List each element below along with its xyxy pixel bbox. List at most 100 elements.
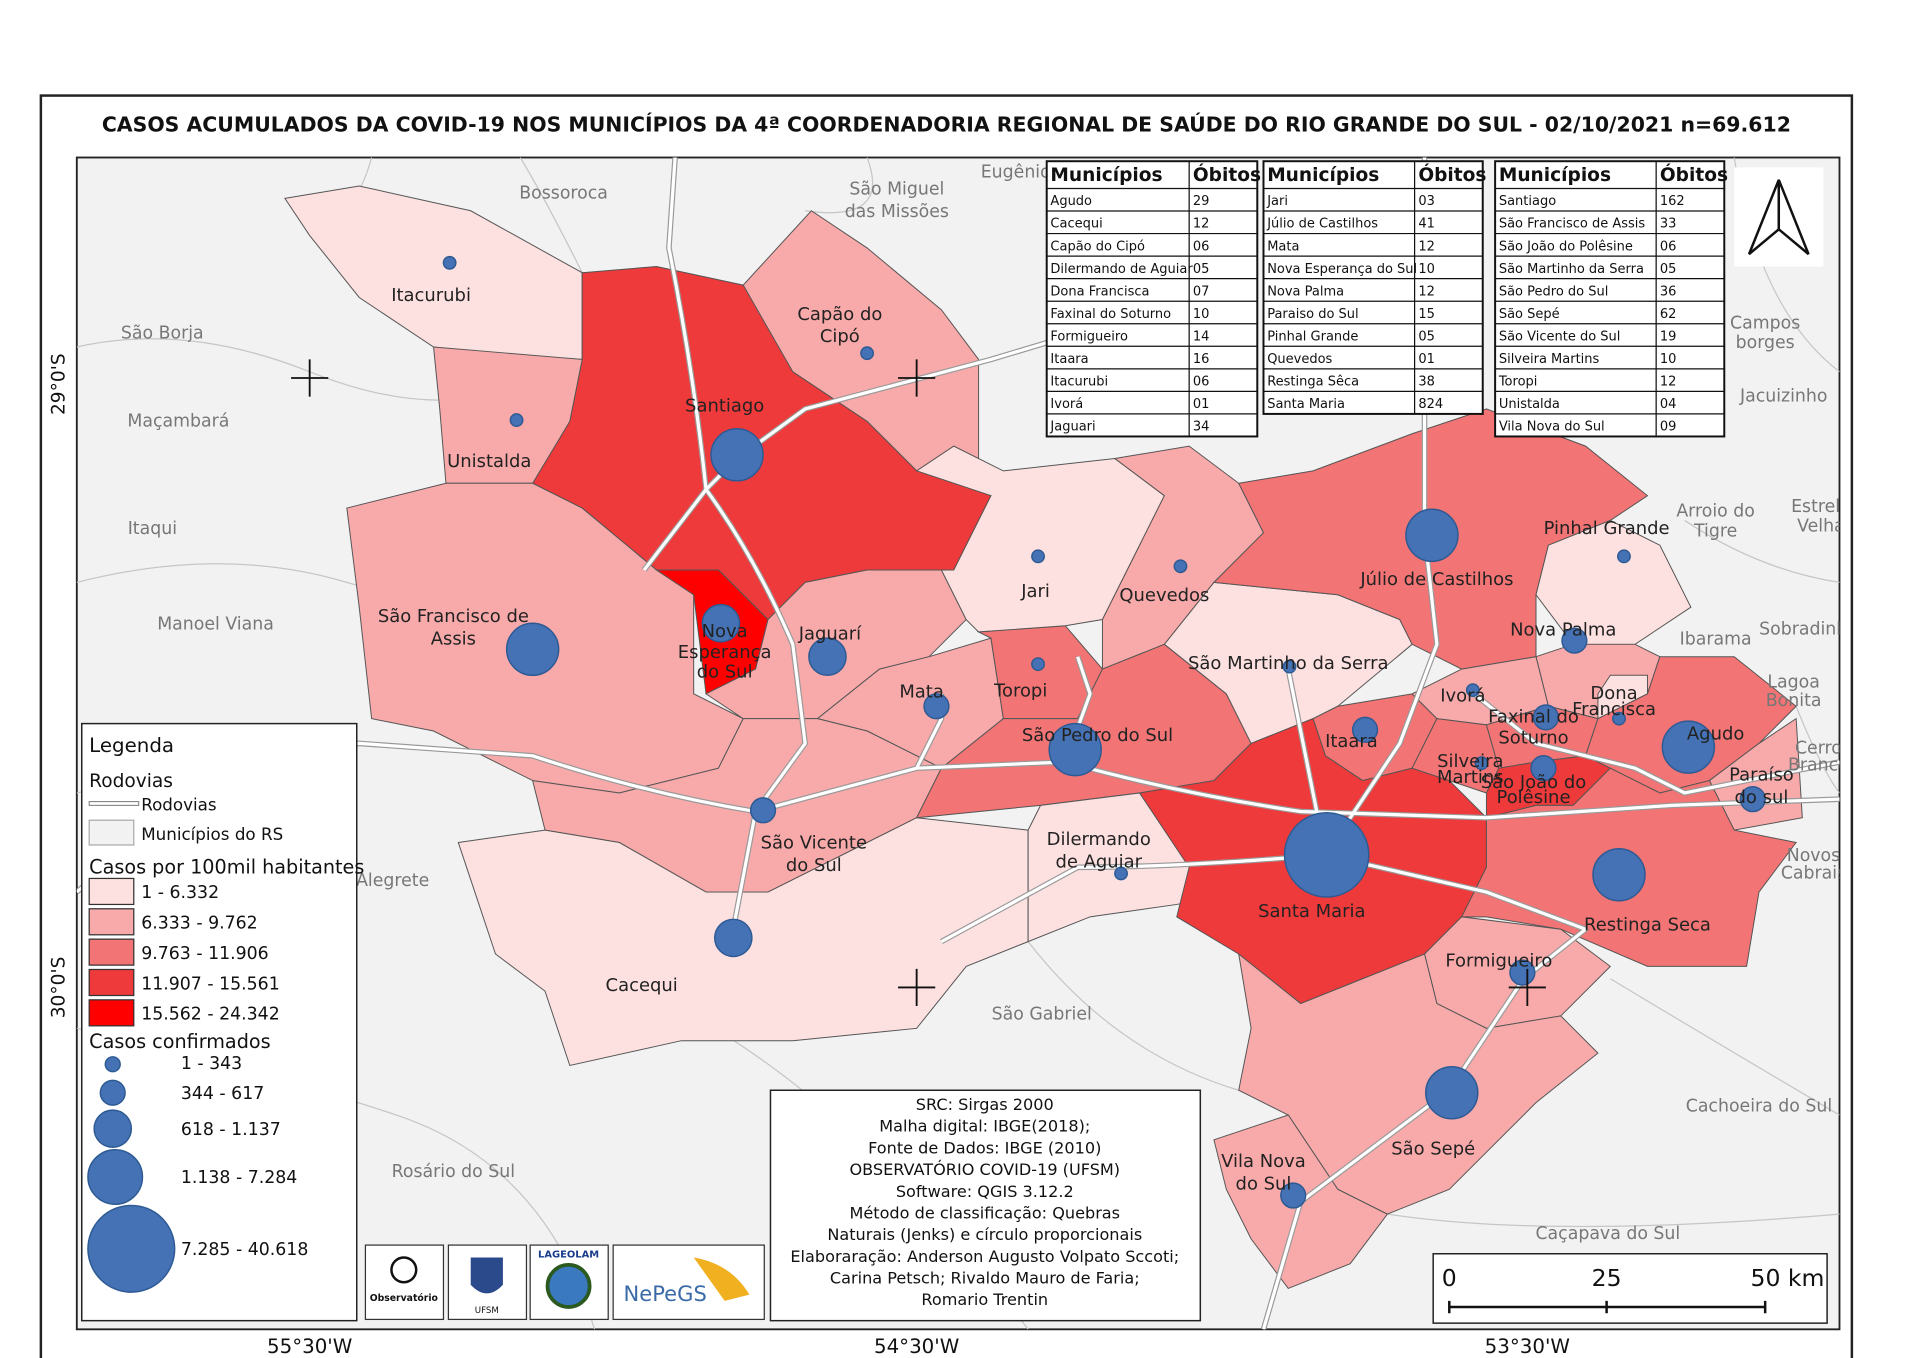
municipality-label-ne3: do Sul	[697, 662, 753, 683]
municipality-label-cacequi: Cacequi	[606, 975, 678, 996]
neighbor-label-smm1: São Miguel	[849, 180, 944, 200]
municipality-label-svs2: do Sul	[786, 855, 842, 876]
case-bubble	[749, 797, 777, 824]
table-row: São Martinho da Serra 05	[1499, 262, 1677, 277]
deaths-tables: Municípios Óbitos Agudo 29 Cacequi 12 Capão do…	[1045, 160, 1728, 438]
table-cell-municipio: Restinga Sêca	[1267, 375, 1359, 390]
municipality-label-sps: São Pedro do Sul	[1022, 725, 1173, 746]
neighbor-label-estrela2: Velha	[1797, 517, 1845, 537]
table-row: Dilermando de Aguiar 05	[1050, 262, 1209, 277]
municipality-label-df2: Francisca	[1572, 699, 1656, 720]
municipality-label-sms: São Martinho da Serra	[1188, 653, 1388, 674]
municipality-label-sfa1: São Francisco de	[378, 606, 529, 627]
municipality-label-form: Formigueiro	[1445, 950, 1552, 971]
table-row: São Pedro do Sul 36	[1499, 284, 1677, 299]
neighbor-label-cerro1: Cerro	[1795, 738, 1842, 758]
table-cell-obitos: 06	[1193, 375, 1210, 390]
table-cell-municipio: Ivorá	[1050, 397, 1083, 412]
case-bubble	[1465, 683, 1480, 698]
neighbor-label-arroio2: Tigre	[1693, 522, 1737, 542]
municipality-label-ps2: do sul	[1735, 787, 1789, 808]
table-cell-obitos: 07	[1193, 284, 1210, 299]
municipality-pinhal-grande[interactable]	[1535, 519, 1692, 645]
legend-cases-heading: Casos confirmados	[89, 1030, 270, 1053]
table-row: Unistalda 04	[1499, 397, 1677, 412]
legend-bubble-class-2	[99, 1079, 126, 1106]
municipality-label-sil1: Silveira	[1437, 751, 1503, 772]
credit-line: Romario Trentin	[921, 1290, 1048, 1309]
table-row: Quevedos 01	[1267, 352, 1435, 367]
neighbor-label-smm2: das Missões	[845, 202, 949, 222]
municipality-label-sfa2: Assis	[431, 628, 476, 649]
table-cell-municipio: Jaguari	[1049, 420, 1095, 435]
table-cell-obitos: 15	[1418, 307, 1435, 322]
case-bubble	[1592, 847, 1646, 902]
table-cell-municipio: Santiago	[1499, 194, 1556, 209]
table-row: Jari 03	[1266, 194, 1435, 209]
table-cell-obitos: 05	[1418, 329, 1435, 344]
table-cell-municipio: Paraiso do Sul	[1267, 307, 1358, 322]
credit-line: Software: QGIS 3.12.2	[896, 1182, 1074, 1201]
table-cell-obitos: 34	[1193, 420, 1210, 435]
municipality-jari[interactable]	[915, 445, 1166, 633]
municipality-label-rs: Restinga Seca	[1584, 914, 1711, 935]
table-cell-obitos: 824	[1418, 397, 1443, 412]
table-cell-obitos: 12	[1418, 239, 1435, 254]
deaths-table-3: Municípios Óbitos Santiago 162 São Francisco…	[1494, 160, 1728, 438]
table-cell-municipio: São João do Polêsine	[1499, 239, 1633, 254]
virus-logo-icon	[390, 1256, 418, 1284]
table-cell-municipio: Itaara	[1050, 352, 1088, 367]
credit-line: Método de classificação: Quebras	[849, 1203, 1120, 1222]
table-cell-municipio: Cacequi	[1050, 217, 1102, 232]
legend-cases-label: 618 - 1.137	[181, 1120, 281, 1140]
neighbor-label-sobradinho: Sobradinho	[1759, 619, 1858, 639]
neighbor-label-ibarama: Ibarama	[1680, 629, 1752, 649]
table-cell-municipio: Dilermando de Aguiar	[1050, 262, 1193, 277]
neighbor-label-cacapava: Caçapava do Sul	[1535, 1224, 1680, 1244]
municipality-label-mata: Mata	[899, 682, 944, 703]
neighbor-label-estrela1: Estrela	[1791, 497, 1851, 517]
neighbor-label-alegrete: Alegrete	[356, 871, 429, 891]
legend-rate-label: 11.907 - 15.561	[141, 974, 280, 994]
table-cell-obitos: 38	[1418, 375, 1435, 390]
table-header-municipios: Municípios	[1050, 165, 1162, 186]
case-bubble	[509, 413, 524, 428]
table-cell-municipio: Agudo	[1050, 194, 1092, 209]
case-bubble	[1114, 866, 1128, 881]
neighbor-label-bossoroca: Bossoroca	[519, 183, 608, 203]
table-row: Vila Nova do Sul 09	[1499, 420, 1677, 435]
legend-bubble-class-3	[93, 1109, 133, 1148]
municipality-label-itaara: Itaara	[1325, 731, 1378, 752]
municipality-label-jc: Júlio de Castilhos	[1359, 569, 1513, 590]
legend: Legenda Rodovias Rodovias Municípios do …	[81, 722, 364, 1322]
case-bubble	[713, 918, 753, 958]
municipality-label-np: Nova Palma	[1510, 620, 1616, 641]
table-row: Agudo 29	[1050, 194, 1209, 209]
credit-line: Naturais (Jenks) e círculo proporcionais	[827, 1225, 1142, 1244]
logo-ufsm: UFSM	[475, 1306, 499, 1316]
table-cell-obitos: 29	[1193, 194, 1210, 209]
table-cell-municipio: Nova Esperança do Sul	[1267, 262, 1417, 277]
table-row: São João do Polêsine 06	[1499, 239, 1677, 254]
table-header-municipios: Municípios	[1499, 165, 1611, 186]
scale-bar: 0 25 50 km	[1432, 1253, 1828, 1324]
table-row: Júlio de Castilhos 41	[1266, 217, 1435, 232]
case-bubble	[1425, 1065, 1479, 1120]
case-bubble	[1031, 549, 1045, 564]
table-row: Santiago 162	[1499, 194, 1685, 209]
legend-rate-label: 15.562 - 24.342	[141, 1005, 280, 1025]
neighbor-label-campos1: Campos	[1730, 313, 1800, 333]
table-row: Capão do Cipó 06	[1050, 239, 1209, 254]
table-row: Restinga Sêca 38	[1267, 375, 1435, 390]
table-cell-municipio: Quevedos	[1267, 352, 1332, 367]
table-cell-obitos: 10	[1660, 352, 1677, 367]
table-row: Dona Francisca 07	[1050, 284, 1209, 299]
case-bubble	[1530, 755, 1557, 782]
table-cell-municipio: Júlio de Castilhos	[1266, 217, 1378, 232]
table-cell-obitos: 162	[1660, 194, 1685, 209]
table-cell-obitos: 06	[1660, 239, 1677, 254]
legend-swatch-class-5	[88, 999, 135, 1027]
case-bubble	[1280, 1182, 1307, 1209]
municipality-sao-sepe[interactable]	[1238, 952, 1599, 1215]
table-cell-obitos: 16	[1193, 352, 1210, 367]
